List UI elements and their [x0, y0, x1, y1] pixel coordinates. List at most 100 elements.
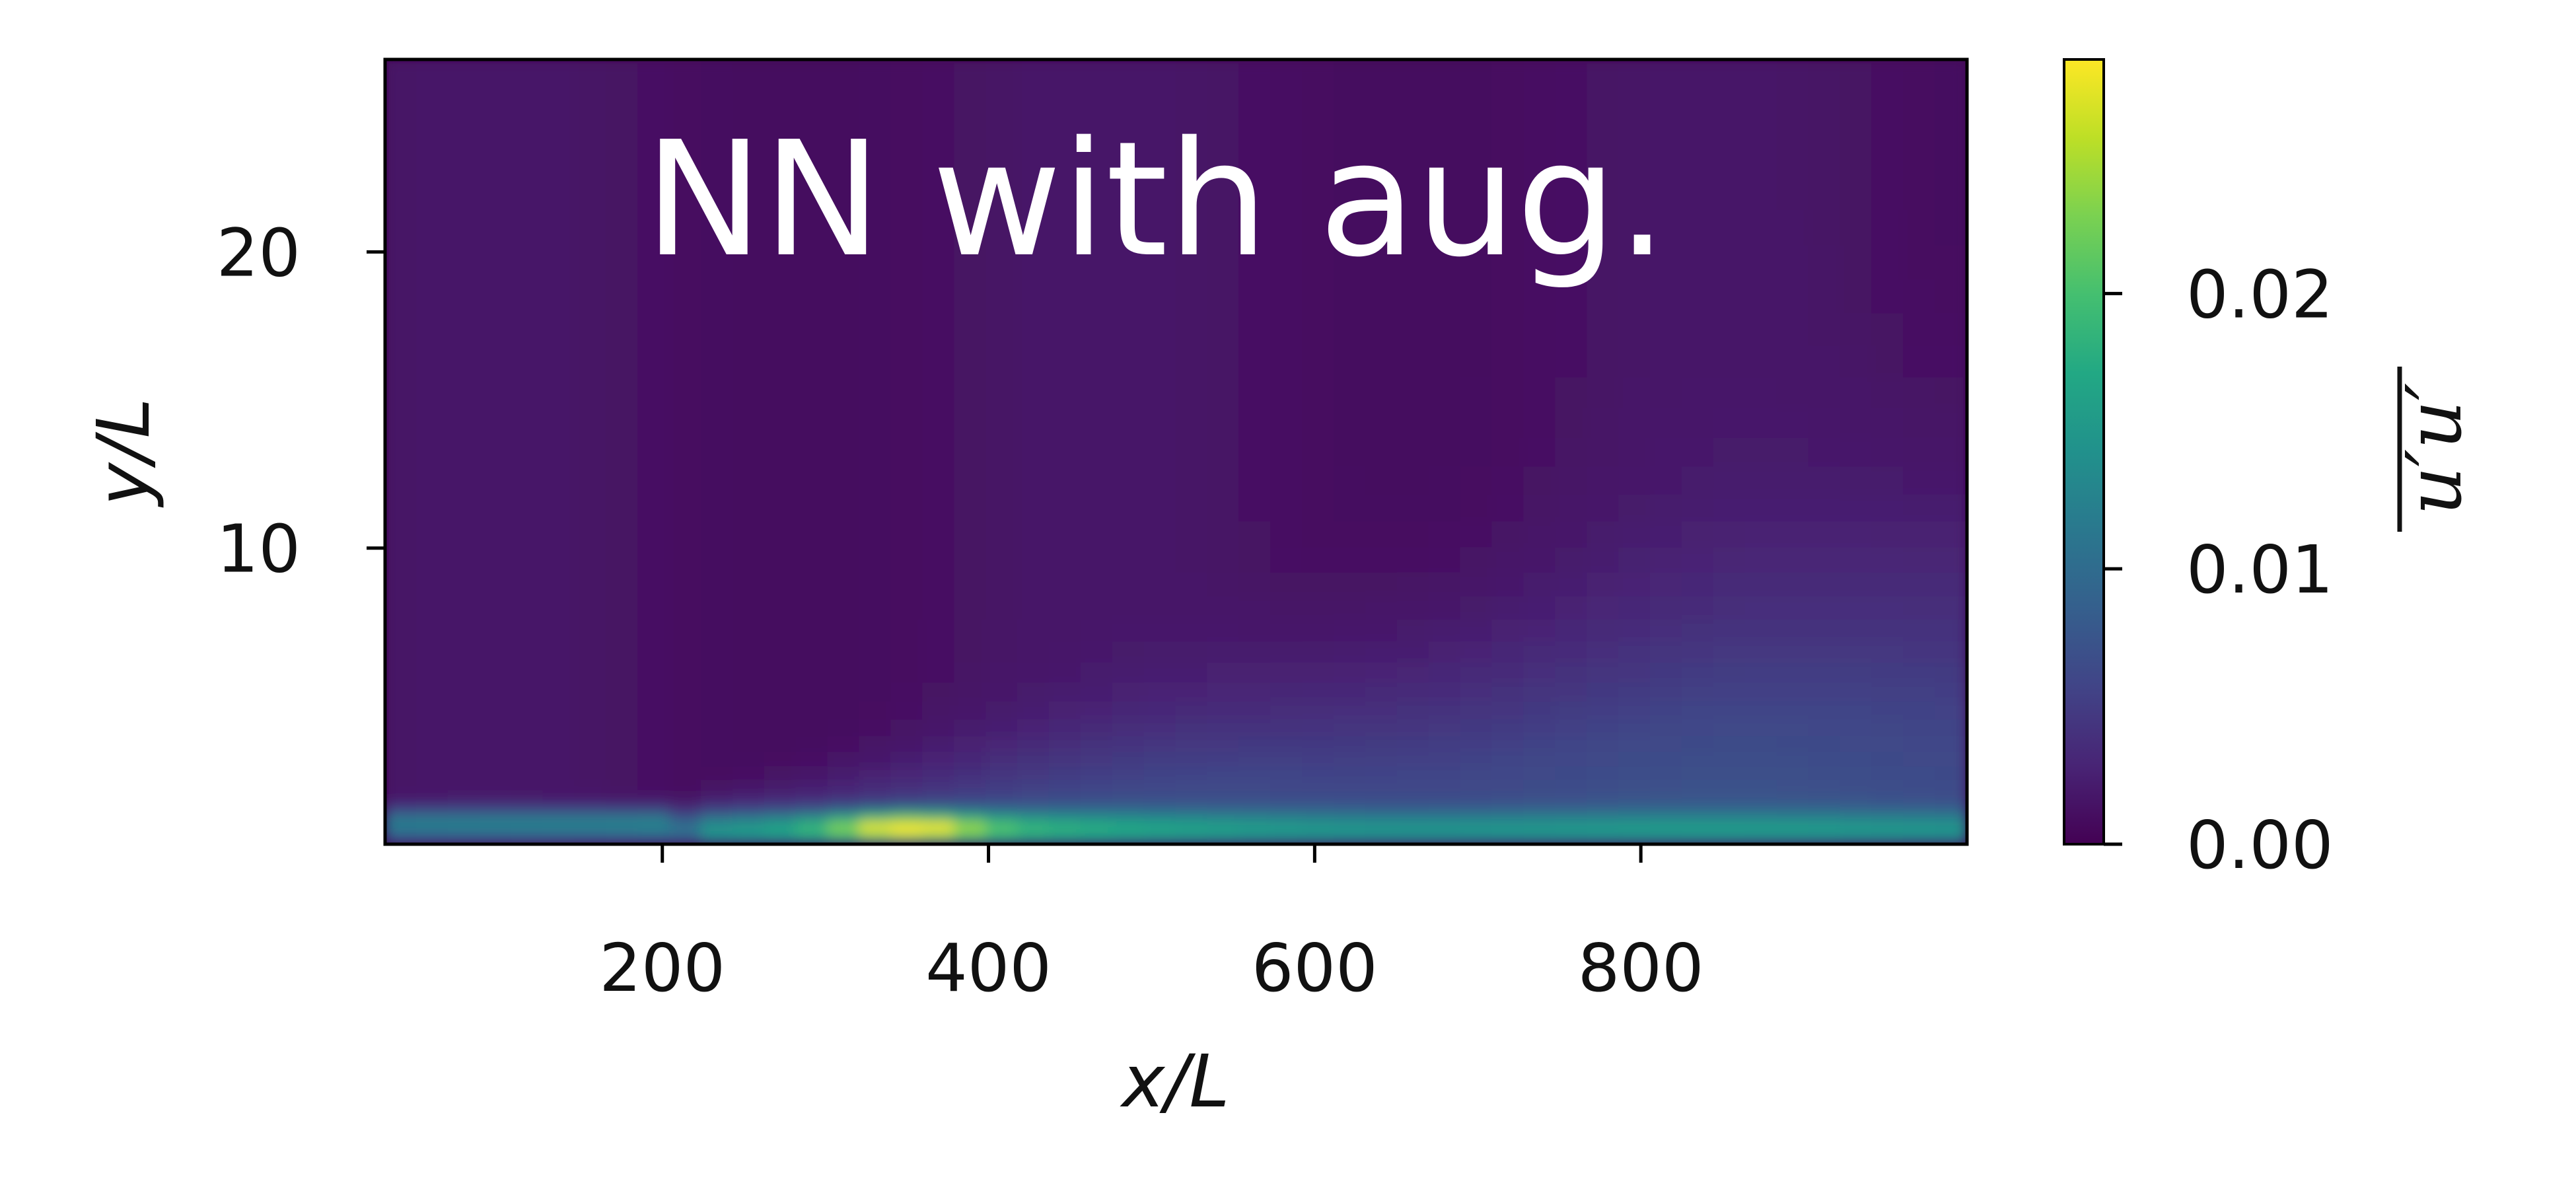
heatmap-cell	[827, 820, 861, 830]
heatmap-cell	[511, 661, 544, 683]
heatmap-cell	[922, 828, 956, 836]
heatmap-cell	[1713, 135, 1746, 174]
heatmap-cell	[1302, 436, 1335, 467]
heatmap-cell	[1871, 700, 1905, 720]
heatmap-cell	[922, 436, 956, 467]
heatmap-cell	[1428, 571, 1462, 596]
heatmap-cell	[1744, 172, 1778, 210]
heatmap-cell	[1460, 735, 1493, 752]
heatmap-cell	[479, 208, 513, 246]
heatmap-cell	[1935, 765, 1967, 781]
heatmap-cell	[479, 97, 513, 137]
heatmap-cell	[479, 828, 513, 836]
heatmap-cell	[1618, 750, 1651, 767]
heatmap-cell	[1808, 406, 1842, 438]
heatmap-cell	[890, 820, 924, 830]
heatmap-cell	[732, 735, 766, 752]
heatmap-cell	[1270, 59, 1304, 99]
heatmap-cell	[1776, 520, 1810, 548]
heatmap-cell	[606, 839, 639, 844]
heatmap-cell	[606, 791, 639, 804]
heatmap-cell	[1302, 812, 1335, 822]
heatmap-cell	[1270, 791, 1304, 804]
heatmap-cell	[1207, 779, 1240, 793]
heatmap-cell	[922, 839, 956, 844]
heatmap-cell	[764, 465, 797, 495]
heatmap-cell	[1650, 681, 1683, 702]
heatmap-cell	[732, 59, 766, 99]
heatmap-cell	[1618, 244, 1651, 280]
heatmap-cell	[1428, 244, 1462, 280]
heatmap-cell	[1112, 278, 1145, 314]
heatmap-cell	[606, 661, 639, 683]
heatmap-cell	[732, 791, 766, 804]
heatmap-cell	[701, 520, 734, 548]
heatmap-cell	[1175, 594, 1209, 620]
heatmap-cell	[1428, 661, 1462, 683]
heatmap-cell	[1808, 661, 1842, 683]
heatmap-cell	[1175, 59, 1209, 99]
heatmap-cell	[1681, 802, 1715, 814]
heatmap-cell	[1238, 312, 1272, 346]
heatmap-cell	[922, 172, 956, 210]
heatmap-cell	[1112, 820, 1145, 830]
heatmap-cell	[479, 172, 513, 210]
y-tick-label: 10	[217, 511, 301, 588]
heatmap-cell	[1903, 172, 1937, 210]
heatmap-cell	[1808, 244, 1842, 280]
heatmap-cell	[1112, 700, 1145, 720]
heatmap-cell	[447, 735, 481, 752]
heatmap-cell	[954, 618, 987, 642]
heatmap-cell	[922, 244, 956, 280]
heatmap-cell	[1903, 618, 1937, 642]
x-tick-label: 600	[1252, 929, 1378, 1007]
heatmap-cell	[1744, 750, 1778, 767]
heatmap-cell	[637, 406, 671, 438]
heatmap-cell	[1302, 546, 1335, 573]
heatmap-cell	[1238, 820, 1272, 830]
heatmap-cell	[1491, 802, 1525, 814]
heatmap-cell	[1175, 436, 1209, 467]
heatmap-cell	[511, 278, 544, 314]
heatmap-cell	[1650, 465, 1683, 495]
heatmap-cell	[1650, 700, 1683, 720]
heatmap-cell	[1334, 765, 1367, 781]
heatmap-cell	[1428, 618, 1462, 642]
heatmap-cell	[1491, 344, 1525, 378]
heatmap-cell	[1143, 828, 1177, 836]
heatmap-cell	[985, 172, 1019, 210]
heatmap-cell	[1650, 820, 1683, 830]
heatmap-cell	[1175, 278, 1209, 314]
heatmap-cell	[1365, 465, 1398, 495]
heatmap-cell	[1302, 700, 1335, 720]
heatmap-cell	[1681, 436, 1715, 467]
heatmap-cell	[1048, 520, 1082, 548]
heatmap-cell	[1112, 520, 1145, 548]
heatmap-cell	[1650, 750, 1683, 767]
heatmap-cell	[1365, 812, 1398, 822]
heatmap-cell	[542, 828, 576, 836]
heatmap-cell	[954, 735, 987, 752]
heatmap-cell	[1776, 765, 1810, 781]
heatmap-cell	[1903, 640, 1937, 663]
heatmap-cell	[827, 312, 861, 346]
heatmap-cell	[1713, 834, 1746, 841]
heatmap-cell	[1396, 97, 1430, 137]
heatmap-cell	[385, 436, 417, 467]
heatmap-cell	[606, 700, 639, 720]
heatmap-cell	[1618, 839, 1651, 844]
heatmap-cell	[1555, 172, 1589, 210]
heatmap-cell	[637, 278, 671, 314]
heatmap-cell	[985, 546, 1019, 573]
heatmap-cell	[701, 208, 734, 246]
heatmap-cell	[606, 640, 639, 663]
heatmap-cell	[1650, 376, 1683, 408]
heatmap-cell	[764, 802, 797, 814]
heatmap-cell	[1587, 465, 1620, 495]
heatmap-cell	[606, 520, 639, 548]
heatmap-cell	[1365, 839, 1398, 844]
heatmap-cell	[827, 791, 861, 804]
heatmap-cell	[1681, 681, 1715, 702]
heatmap-cell	[985, 594, 1019, 620]
heatmap-cell	[1903, 802, 1937, 814]
